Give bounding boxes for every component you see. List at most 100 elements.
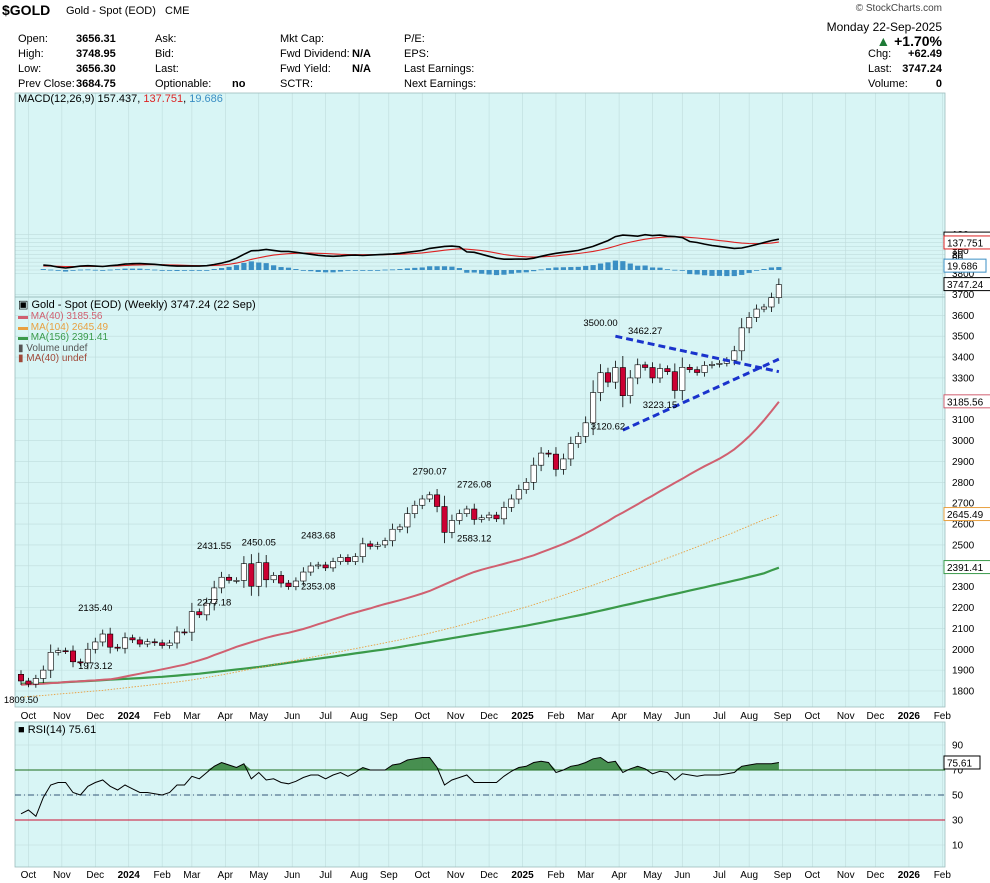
x-axis-label: Apr <box>611 711 627 722</box>
candle-body <box>330 561 337 569</box>
candle-body <box>159 642 166 646</box>
x-axis-label: Oct <box>805 711 821 722</box>
legend-item-text: MA(156) 2391.41 <box>30 332 109 343</box>
watermark: © StockCharts.com <box>855 3 942 14</box>
quote-value: N/A <box>352 48 371 60</box>
macd-histogram-bar <box>464 270 470 273</box>
macd-histogram-bar <box>159 270 165 271</box>
macd-histogram-bar <box>412 267 418 270</box>
x-axis-label: Jun <box>674 711 690 722</box>
candle-body <box>352 556 359 562</box>
macd-histogram-bar <box>679 270 685 271</box>
candle-body <box>114 646 121 649</box>
price-annotation: 1809.50 <box>4 695 38 706</box>
macd-histogram-bar <box>501 270 507 275</box>
x-axis-label: Nov <box>53 711 71 722</box>
x-axis-label: Mar <box>577 711 595 722</box>
candle-body <box>300 571 307 582</box>
price-legend-title: ▣ Gold - Spot (EOD) (Weekly) 3747.24 (22… <box>18 298 256 311</box>
macd-histogram-bar <box>672 269 678 271</box>
candle-body <box>471 508 478 520</box>
candle-body <box>70 650 77 663</box>
candle-body <box>486 514 493 519</box>
x-axis-label: Jul <box>713 870 726 881</box>
x-axis-label: Jun <box>284 711 300 722</box>
macd-histogram-bar <box>55 270 61 271</box>
x-axis-label: Feb <box>934 870 952 881</box>
macd-histogram-bar <box>114 269 121 271</box>
price-annotation: 2583.12 <box>457 534 491 545</box>
price-value-tag-box <box>943 507 990 522</box>
price-tick-label: 3000 <box>952 436 975 447</box>
x-axis-label: Oct <box>21 711 37 722</box>
macd-histogram-bar <box>657 267 663 270</box>
labels: 0204060801001201401601801800190020002100… <box>4 230 990 881</box>
quote-label: Fwd Dividend: <box>280 48 350 60</box>
candle-body <box>627 377 634 396</box>
ma104-line <box>20 514 780 698</box>
candle-body <box>411 504 418 514</box>
x-axis-label: Oct <box>414 870 430 881</box>
legend-swatch: ▬ <box>18 321 31 333</box>
price-tick-label: 2700 <box>952 499 975 510</box>
candle-body <box>597 372 604 393</box>
candle-body <box>166 642 173 646</box>
candle-body <box>218 576 225 589</box>
candle-body <box>374 544 381 547</box>
candle-body <box>367 543 374 547</box>
macd-histogram-bar <box>397 269 403 270</box>
price-tick-label: 2300 <box>952 582 975 593</box>
quote-value: 3684.75 <box>76 78 116 90</box>
macd-histogram-bar <box>337 270 344 272</box>
price-tick-label: 3500 <box>952 332 975 343</box>
price-annotation: 2726.08 <box>457 480 491 491</box>
macd-histogram-bar <box>471 270 477 273</box>
candle-body <box>278 575 285 584</box>
legend-item-text: MA(40) 3185.56 <box>30 311 103 322</box>
rsi-tick-label: 50 <box>952 791 964 802</box>
candle-body <box>708 364 715 366</box>
legend-swatch: ▮ <box>18 342 27 354</box>
macd-histogram-bar <box>479 270 485 274</box>
macd-histogram-bar <box>731 270 737 277</box>
macd-histogram-bar <box>308 270 314 272</box>
macd-histogram-bar <box>597 263 604 270</box>
macd-histogram-bar <box>687 270 693 275</box>
x-axis-label: Feb <box>547 870 565 881</box>
price-annotation: 3462.27 <box>628 326 662 337</box>
change-pct: ▲ +1.70% <box>876 33 942 49</box>
grid <box>14 92 946 868</box>
candle-body <box>656 368 663 379</box>
macd-histogram-bar <box>330 270 336 273</box>
macd-histogram-bar <box>100 270 106 271</box>
candle-body <box>307 565 314 573</box>
macd-histogram-bar <box>560 267 566 270</box>
rsi-line <box>20 756 779 818</box>
price-annotation: 2790.07 <box>412 466 446 477</box>
stat-label: Last: <box>868 63 892 75</box>
macd-histogram-bar <box>709 270 715 276</box>
price-value-tag-box <box>943 560 990 575</box>
quote-label: Optionable: <box>155 78 212 90</box>
quote-label: Ask: <box>155 33 177 45</box>
candle-body <box>188 611 195 633</box>
macd-legend-macd: 157.437 <box>97 93 138 105</box>
quote-value: N/A <box>352 63 371 75</box>
macd-legend-signal: 137.751 <box>143 93 184 105</box>
quote-label: Bid: <box>155 48 174 60</box>
macd-histogram-bar <box>189 270 195 271</box>
candle-body <box>129 637 136 641</box>
candle-body <box>701 365 708 373</box>
candle-body <box>226 576 233 581</box>
x-axis-label: Sep <box>774 870 792 881</box>
candle-body <box>604 372 611 383</box>
rsi-overbought-fill <box>21 757 779 770</box>
price-legend-item: ▬ MA(104) 2645.49 <box>18 322 108 333</box>
candle-body <box>560 458 567 470</box>
stat-value: 3747.24 <box>902 63 942 75</box>
macd-histogram-bar <box>449 266 455 270</box>
macd-histogram-bar <box>181 270 188 271</box>
rsi-value-tag-box <box>943 755 981 770</box>
macd-histogram-bar <box>575 266 581 270</box>
quote-label: P/E: <box>404 33 425 45</box>
